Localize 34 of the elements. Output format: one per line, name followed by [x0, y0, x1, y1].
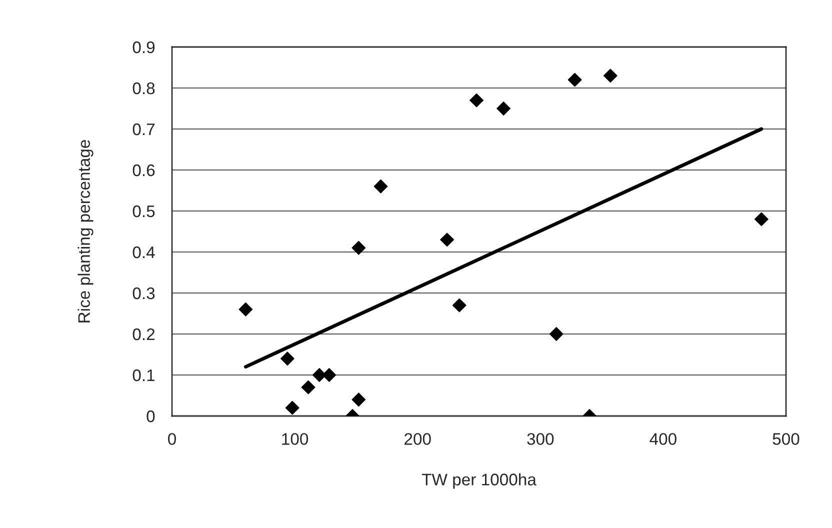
- x-tick-label: 300: [527, 433, 554, 445]
- x-axis-title: TW per 1000ha: [422, 473, 536, 489]
- point: [238, 302, 253, 316]
- point: [374, 179, 388, 194]
- point: [470, 93, 484, 108]
- x-tick-label: 500: [772, 433, 800, 445]
- y-tick-label: 0.5: [132, 205, 155, 218]
- point: [549, 327, 564, 341]
- y-axis-title: Rice planting percentage: [78, 140, 94, 322]
- x-tick-label: 0: [168, 433, 176, 445]
- point: [280, 352, 294, 366]
- point: [440, 232, 454, 247]
- y-tick-label: 0.7: [132, 123, 154, 136]
- point: [301, 380, 316, 394]
- point: [568, 72, 582, 87]
- y-tick-label: 0.4: [132, 246, 155, 258]
- x-tick-label: 400: [650, 433, 676, 445]
- y-tick-label: 0.3: [132, 287, 155, 300]
- y-tick-label: 0.1: [132, 369, 155, 382]
- x-tick-label: 200: [404, 433, 431, 445]
- point: [352, 392, 366, 407]
- point: [603, 68, 618, 83]
- point: [285, 400, 300, 415]
- point: [322, 368, 336, 382]
- y-tick-label: 0.2: [132, 328, 154, 340]
- point: [496, 102, 511, 116]
- y-tick-label: 0.6: [132, 164, 155, 176]
- x-tick-label: 100: [282, 433, 308, 445]
- point: [754, 212, 768, 226]
- point: [452, 298, 466, 312]
- y-tick-label: 0.9: [132, 41, 155, 54]
- y-tick-label: 0.8: [132, 82, 155, 94]
- y-tick-label: 0: [146, 410, 155, 422]
- point: [352, 240, 366, 255]
